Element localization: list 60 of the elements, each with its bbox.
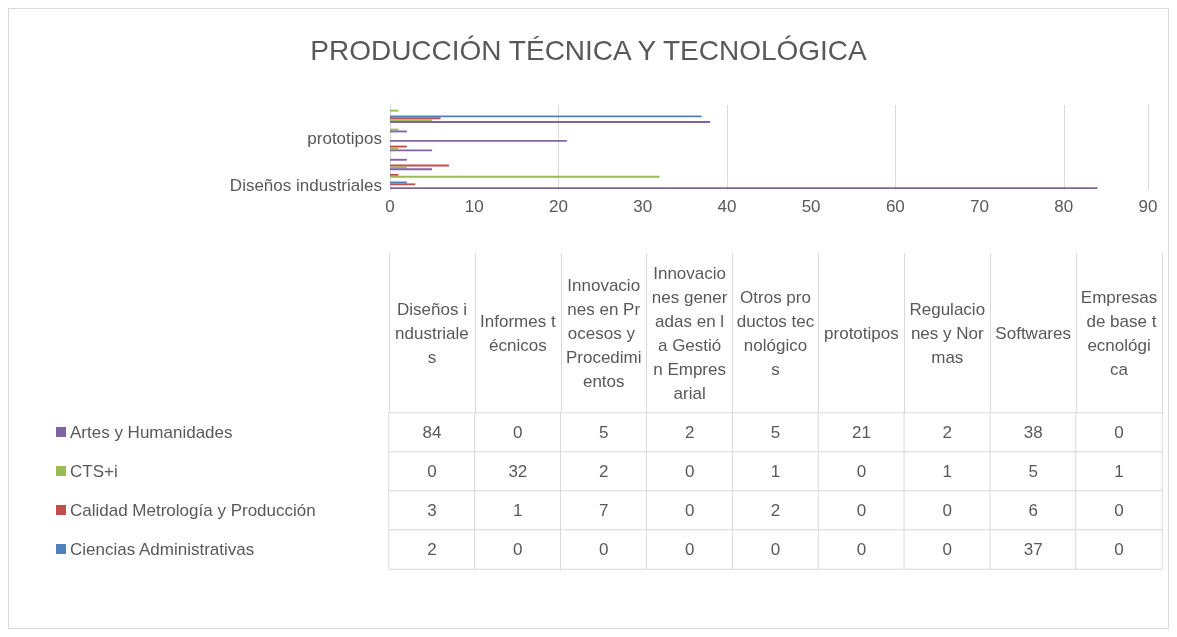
data-label: 1 — [770, 462, 781, 481]
x-tick-label: 50 — [801, 197, 821, 216]
data-label: 3 — [427, 501, 437, 520]
data-label: 0 — [856, 462, 867, 481]
data-label: 0 — [513, 540, 523, 559]
x-tick-label: Informes técnicos — [480, 311, 556, 355]
data-label: 0 — [684, 540, 695, 559]
data-label: 0 — [1114, 540, 1124, 559]
x-tick-label: prototipos — [824, 323, 899, 343]
data-label: 0 — [942, 501, 953, 520]
x-tick-label: 90 — [1138, 197, 1158, 216]
x-tick-label: 0 — [385, 197, 395, 216]
x-tick-label: 40 — [717, 197, 737, 216]
x-tick-label: Innovaciones en Procesos y Procedimientos — [565, 275, 642, 391]
data-label: 32 — [508, 462, 528, 481]
x-tick-label: Regulaciones y Normas — [909, 299, 986, 367]
data-label: 0 — [684, 501, 695, 520]
x-tick-label: 70 — [970, 197, 990, 216]
data-label: 2 — [427, 540, 437, 559]
x-tick-label: 30 — [633, 197, 653, 216]
data-label: 0 — [1114, 501, 1124, 520]
data-label: 0 — [513, 423, 523, 442]
data-label: 84 — [422, 423, 442, 442]
x-tick-label: 80 — [1054, 197, 1074, 216]
data-label: 0 — [856, 501, 867, 520]
x-tick-label: 20 — [548, 197, 568, 216]
data-label: 37 — [1023, 540, 1043, 559]
x-tick-label: Softwares — [995, 323, 1071, 343]
data-label: 1 — [513, 501, 523, 520]
data-label: 0 — [427, 462, 437, 481]
data-label: 5 — [1028, 462, 1038, 481]
data-label: 2 — [942, 423, 953, 442]
y-tick-label: Artes y Humanidades — [70, 423, 233, 442]
chart-title: PRODUCCIÓN TÉCNICA Y TECNOLÓGICA — [310, 34, 868, 66]
data-label: 0 — [598, 540, 609, 559]
data-label: 38 — [1023, 423, 1043, 442]
y-tick-label: Calidad Metrología y Producción — [70, 501, 316, 520]
data-label: 2 — [770, 501, 781, 520]
y-tick-label: CTS+i — [70, 462, 118, 481]
data-label: 0 — [942, 540, 953, 559]
x-tick-label: Innovaciones generadas en la Gestión Empresarial — [651, 263, 728, 403]
data-label: 1 — [1114, 462, 1124, 481]
data-label: 2 — [598, 462, 609, 481]
x-tick-label: 60 — [885, 197, 905, 216]
data-label: 0 — [1114, 423, 1124, 442]
y-tick-label: Ciencias Administrativas — [70, 540, 255, 559]
data-label: 7 — [598, 501, 609, 520]
x-tick-label: Otros productos tecnológicos — [736, 287, 815, 379]
data-label: 2 — [684, 423, 695, 442]
x-tick-label: Empresas de base tecnológica — [1080, 287, 1158, 379]
data-label: 21 — [851, 423, 871, 442]
x-tick-label: 10 — [464, 197, 484, 216]
data-label: 0 — [856, 540, 867, 559]
data-label: 1 — [942, 462, 953, 481]
data-label: 0 — [684, 462, 695, 481]
data-label: 0 — [770, 540, 781, 559]
data-label: 5 — [770, 423, 781, 442]
x-tick-label: Diseños industriales — [395, 299, 469, 367]
data-label: 6 — [1028, 501, 1038, 520]
data-label: 5 — [598, 423, 609, 442]
